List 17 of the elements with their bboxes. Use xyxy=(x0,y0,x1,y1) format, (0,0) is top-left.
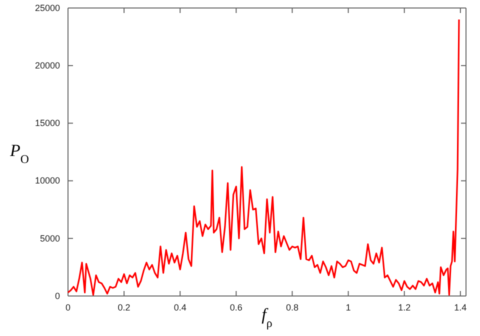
y-tick-label: 15000 xyxy=(34,118,60,128)
y-axis-title: P$_{O}$ xyxy=(9,141,30,166)
y-tick-label: 10000 xyxy=(34,176,60,186)
x-tick-label: 1 xyxy=(346,302,351,312)
y-tick-label: 20000 xyxy=(34,60,60,70)
x-axis-title: f$_{ρ}$ xyxy=(262,305,272,330)
x-tick-label: 0 xyxy=(65,302,71,312)
x-tick-label: 1.4 xyxy=(454,302,467,312)
x-tick-label: 1.2 xyxy=(398,302,411,312)
x-tick-label: 0.8 xyxy=(286,302,298,312)
x-tick-label: 0.4 xyxy=(174,302,186,312)
line-series xyxy=(67,18,460,296)
y-tick-label: 25000 xyxy=(34,2,60,13)
y-tick-label: 5000 xyxy=(40,233,60,244)
x-tick-label: 0.6 xyxy=(230,302,242,312)
x-tick-label: 0.2 xyxy=(118,302,130,312)
y-tick-label: 0 xyxy=(54,290,60,301)
